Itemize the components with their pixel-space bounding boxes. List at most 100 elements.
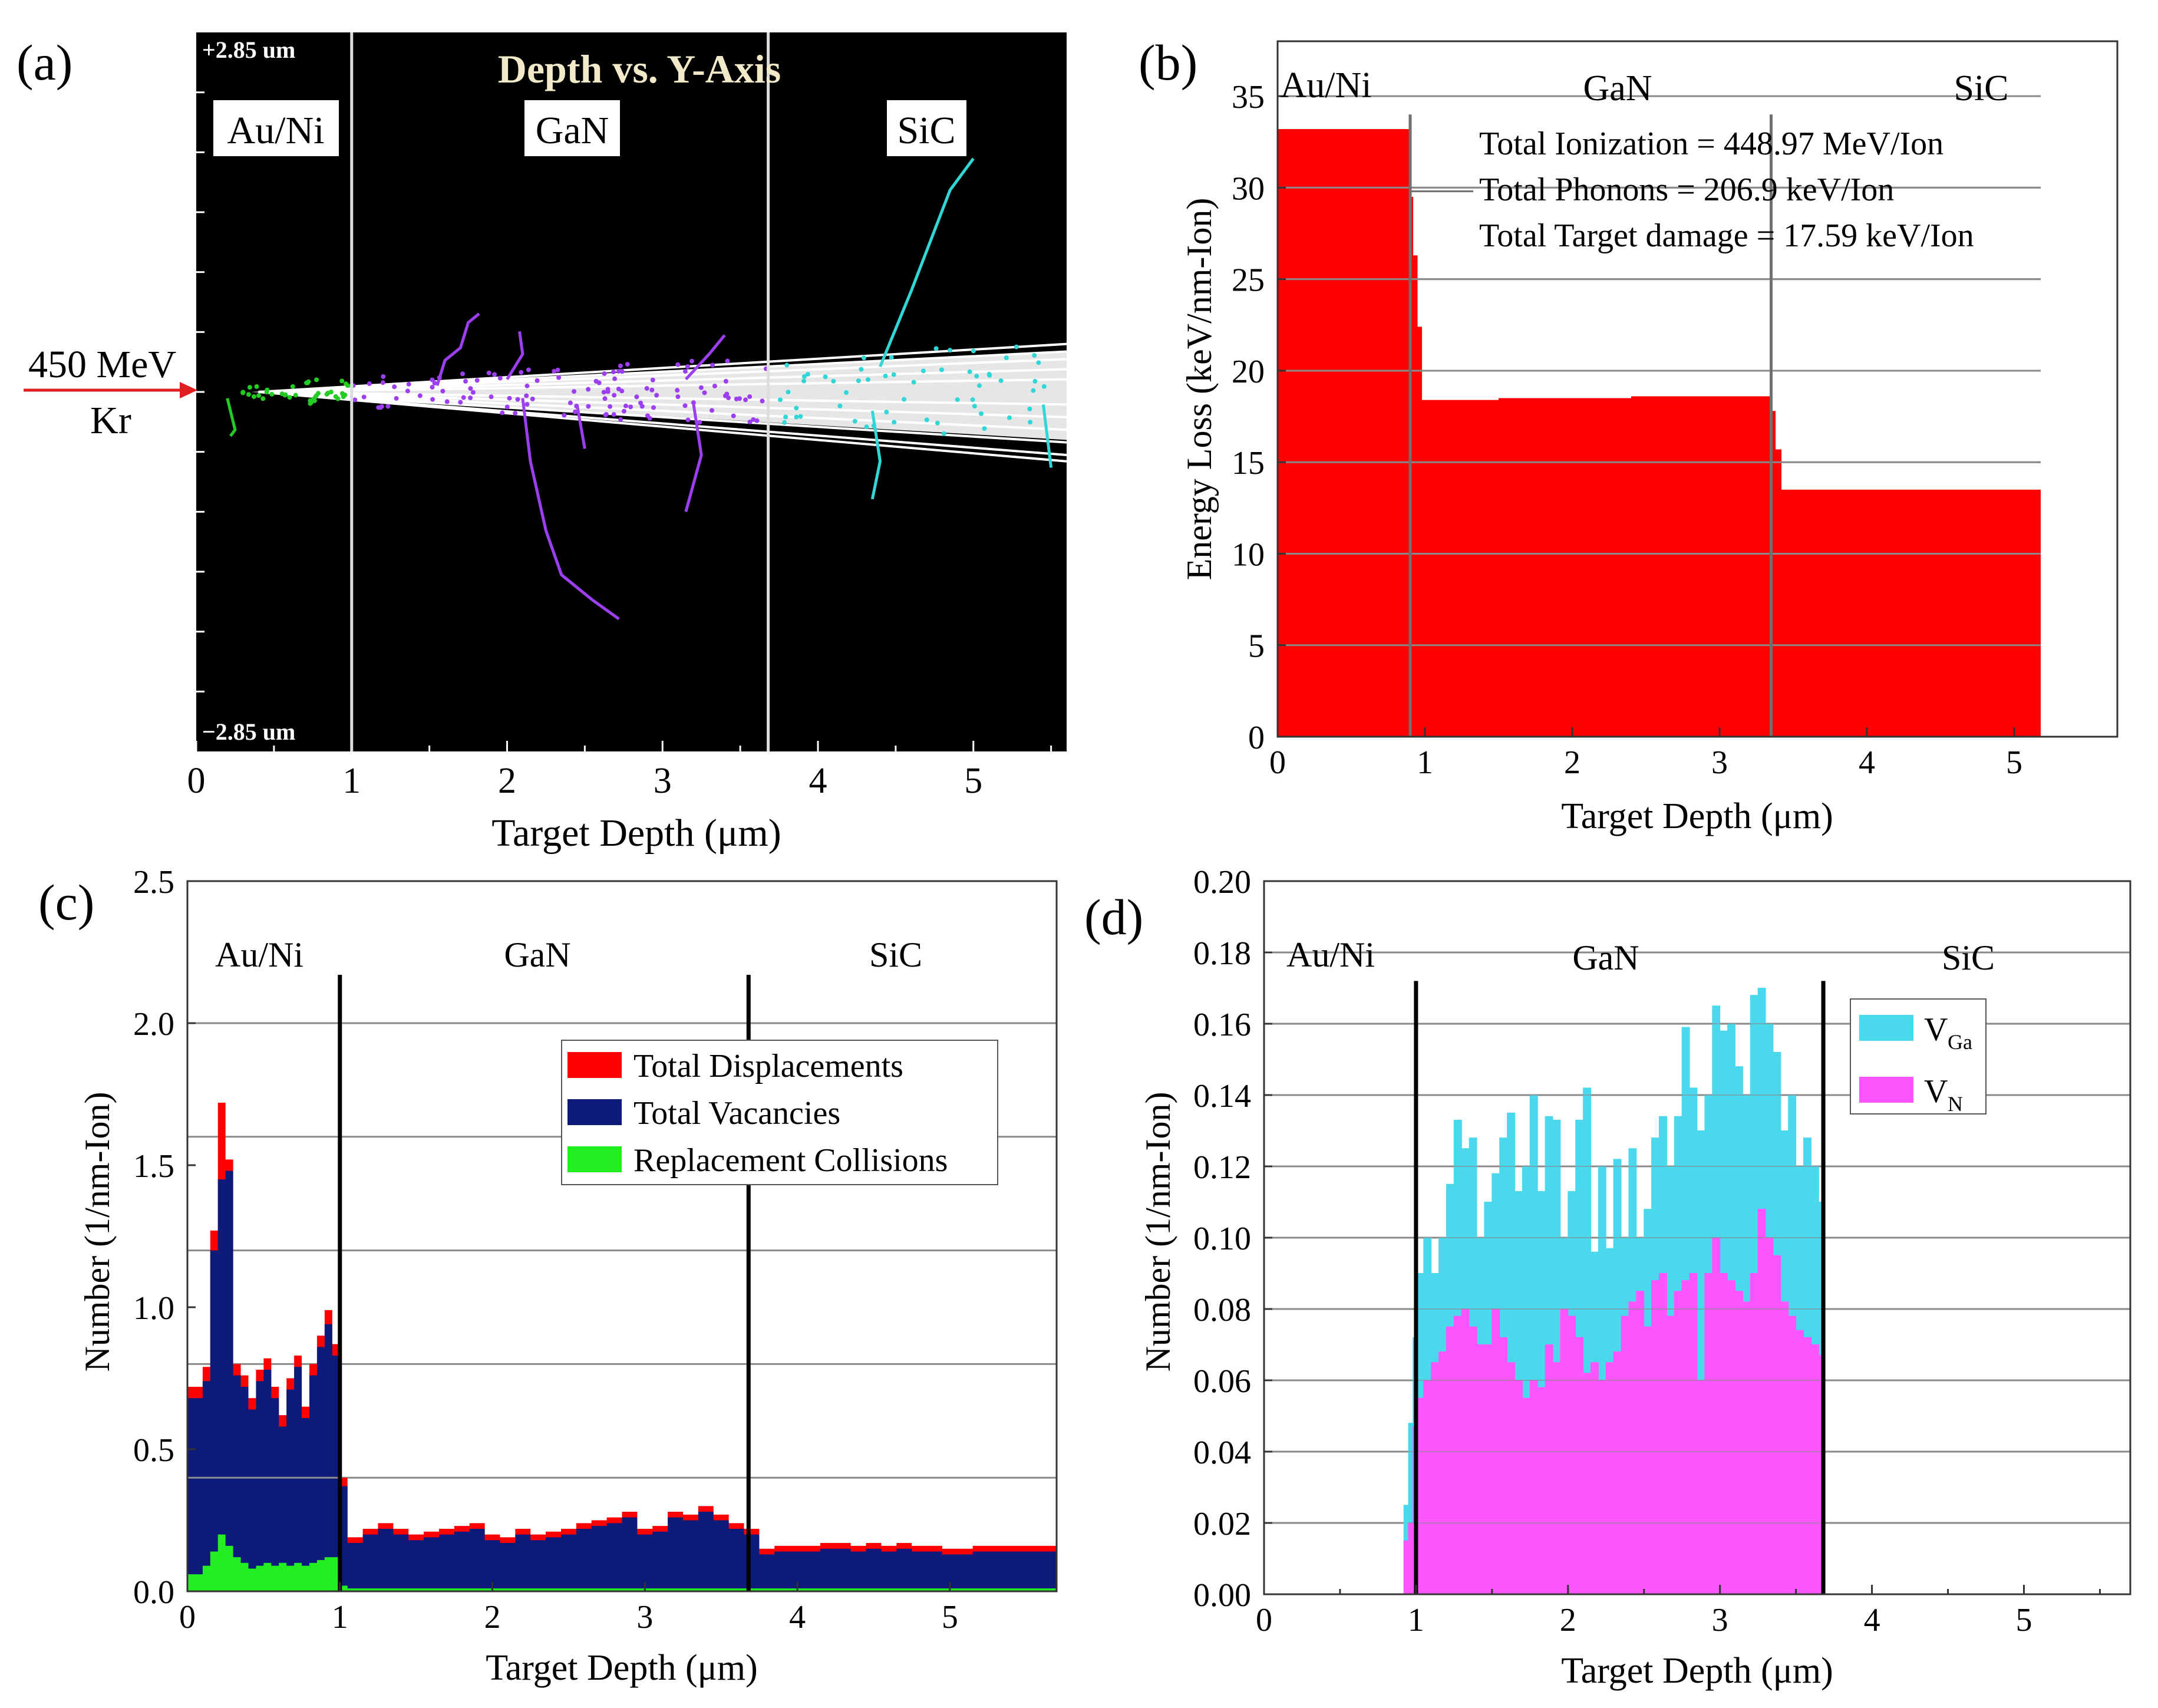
recoil-dot <box>675 388 680 393</box>
recoil-dot <box>734 396 739 401</box>
recoil-dot <box>710 362 715 368</box>
recoil-dot <box>468 386 473 391</box>
recoil-dot <box>618 363 623 368</box>
x-tick-label: 5 <box>2015 1602 2032 1638</box>
recoil-dot <box>345 383 350 388</box>
y-tick-label: 10 <box>1232 536 1265 573</box>
series-area-total-vacancies <box>187 1170 1057 1591</box>
recoil-dot <box>654 393 659 398</box>
y-tick-label: 0.16 <box>1193 1007 1251 1043</box>
recoil-dot <box>612 393 617 398</box>
recoil-dot <box>526 367 531 372</box>
recoil-dot <box>572 389 577 394</box>
x-tick-label: 3 <box>1711 744 1728 781</box>
recoil-dot <box>474 378 480 383</box>
recoil-dot <box>1028 420 1033 425</box>
x-tick-label: 5 <box>964 761 982 801</box>
x-tick-label: 4 <box>809 761 827 801</box>
recoil-dot <box>837 403 843 408</box>
recoil-dot <box>712 384 717 389</box>
recoil-dot <box>470 390 476 395</box>
y-tick-label: 20 <box>1232 354 1265 390</box>
x-tick-label: 4 <box>789 1599 806 1636</box>
recoil-track-sic <box>879 157 975 368</box>
recoil-dot <box>515 397 520 402</box>
y-tick-label: 1.5 <box>133 1148 174 1185</box>
recoil-dot <box>1027 406 1032 411</box>
panel-a-layer-box-auni <box>213 100 339 156</box>
recoil-dot <box>691 400 696 405</box>
recoil-dot <box>602 396 608 401</box>
recoil-dot <box>883 373 888 378</box>
recoil-dot <box>552 368 557 374</box>
recoil-dot <box>555 367 560 372</box>
panel-c-legend-box <box>561 1040 998 1185</box>
panel-c-layer-gan: GaN <box>504 935 570 974</box>
recoil-dot <box>971 348 976 354</box>
energy-loss-step <box>1776 449 1781 737</box>
recoil-dot <box>530 396 535 401</box>
legend-label-vga-sub: Ga <box>1948 1030 1972 1054</box>
recoil-dot <box>978 411 984 416</box>
legend-label-total-displacements: Total Displacements <box>633 1048 903 1084</box>
recoil-dot <box>986 371 992 377</box>
panel-c-layer-sic: SiC <box>869 935 922 974</box>
recoil-dot <box>911 380 916 385</box>
recoil-dot <box>967 369 972 374</box>
recoil-dot <box>603 412 609 417</box>
recoil-dot <box>801 374 807 379</box>
recoil-dot <box>724 391 730 397</box>
recoil-dot <box>760 398 765 404</box>
recoil-dot <box>644 385 649 391</box>
x-tick-label: 1 <box>1417 744 1433 781</box>
recoil-dot <box>798 414 803 419</box>
recoil-track-sic <box>1041 404 1053 468</box>
recoil-dot <box>1007 415 1012 420</box>
recoil-dot <box>492 372 497 377</box>
recoil-dot <box>468 395 473 401</box>
panel-b-layer-gan: GaN <box>1583 68 1652 108</box>
recoil-dot <box>392 384 397 390</box>
recoil-dot <box>702 390 707 395</box>
recoil-dot <box>282 393 288 398</box>
recoil-dot <box>246 392 251 397</box>
panel-a-title: Depth vs. Y-Axis <box>498 47 781 91</box>
recoil-dot <box>1004 355 1009 361</box>
recoil-dot <box>608 404 613 409</box>
recoil-dot <box>972 404 977 409</box>
energy-loss-step <box>1499 398 1631 737</box>
legend-label-vga-main: V <box>1924 1011 1948 1048</box>
recoil-dot <box>507 395 512 401</box>
recoil-dot <box>316 391 321 396</box>
recoil-dot <box>381 374 386 379</box>
recoil-dot <box>783 414 788 420</box>
panel-a-track-plot: (a) Depth vs. Y-Axis +2.85 um −2.85 um A… <box>17 32 1067 855</box>
recoil-dot <box>264 390 269 395</box>
recoil-dot <box>524 402 530 407</box>
recoil-dot <box>651 405 656 410</box>
y-tick-label: 0.04 <box>1193 1435 1251 1471</box>
x-tick-label: 2 <box>1560 1602 1576 1638</box>
x-tick-label: 5 <box>942 1599 958 1636</box>
recoil-dot <box>618 417 623 422</box>
recoil-dot <box>625 362 630 367</box>
recoil-dot <box>751 417 756 422</box>
x-tick-label: 0 <box>179 1599 196 1636</box>
panel-b-annotation-ionization: Total Ionization = 448.97 MeV/Ion <box>1479 126 1943 162</box>
y-tick-label: 15 <box>1232 445 1265 482</box>
recoil-dot <box>852 418 857 424</box>
recoil-dot <box>638 400 644 405</box>
recoil-dot <box>685 417 691 423</box>
recoil-dot <box>777 397 783 403</box>
recoil-dot <box>801 378 806 384</box>
x-tick-label: 5 <box>2006 744 2022 781</box>
recoil-dot <box>573 409 578 414</box>
recoil-dot <box>341 394 346 400</box>
recoil-dot <box>861 355 866 361</box>
recoil-dot <box>380 380 385 385</box>
y-tick-label: 0.0 <box>133 1574 174 1611</box>
recoil-dot <box>685 364 690 369</box>
panel-b-energy-loss: (b) 0 5 10 15 20 25 30 35 0 1 2 3 4 5 Au/Ni GaN SiC T… <box>1139 34 2119 836</box>
recoil-dot <box>430 397 435 402</box>
recoil-dot <box>586 404 591 409</box>
